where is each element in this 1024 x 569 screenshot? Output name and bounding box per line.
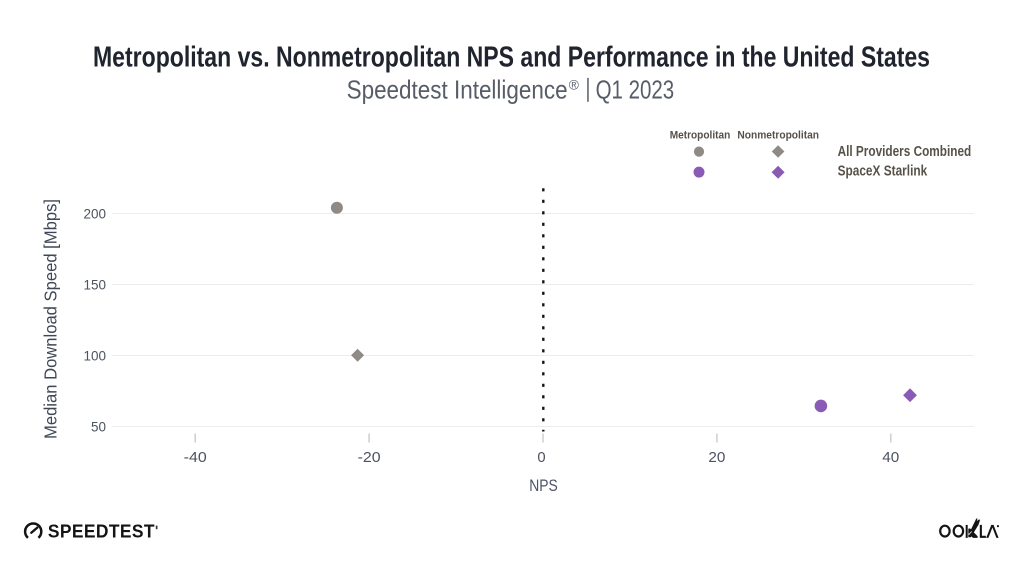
- svg-text:SpaceX Starlink: SpaceX Starlink: [838, 164, 928, 180]
- svg-text:50: 50: [91, 418, 106, 434]
- svg-text:200: 200: [84, 205, 107, 221]
- svg-text:Nonmetropolitan: Nonmetropolitan: [737, 129, 819, 141]
- svg-text:-40: -40: [184, 450, 207, 466]
- svg-text:®: ®: [569, 78, 579, 93]
- svg-text:SPEEDTEST: SPEEDTEST: [48, 521, 155, 541]
- svg-text:Metropolitan vs. Nonmetropolit: Metropolitan vs. Nonmetropolitan NPS and…: [93, 42, 930, 74]
- svg-text:Median Download Speed [Mbps]: Median Download Speed [Mbps]: [41, 199, 61, 439]
- svg-text:All Providers Combined: All Providers Combined: [838, 144, 972, 160]
- svg-text:150: 150: [84, 276, 107, 292]
- svg-text:Speedtest Intelligence: Speedtest Intelligence: [347, 74, 568, 104]
- svg-text:40: 40: [882, 450, 899, 466]
- svg-text:NPS: NPS: [529, 477, 558, 495]
- svg-text:Metropolitan: Metropolitan: [670, 130, 731, 142]
- svg-text:Q1 2023: Q1 2023: [596, 74, 675, 104]
- svg-text:-20: -20: [358, 450, 381, 466]
- svg-text:20: 20: [708, 450, 725, 466]
- svg-text:100: 100: [84, 347, 107, 363]
- svg-text:0: 0: [537, 450, 545, 466]
